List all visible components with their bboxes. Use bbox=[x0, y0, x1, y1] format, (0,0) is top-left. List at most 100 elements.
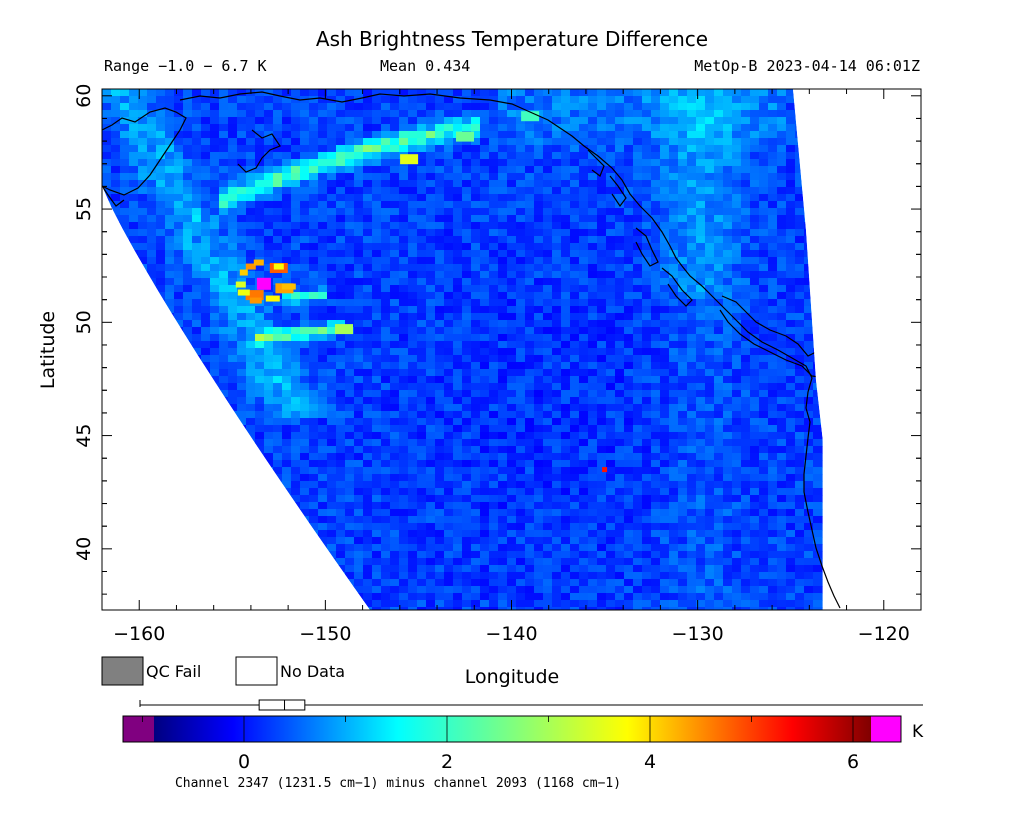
data-cell bbox=[507, 467, 517, 475]
data-cell bbox=[570, 187, 580, 195]
data-cell bbox=[669, 257, 679, 265]
data-cell bbox=[264, 201, 274, 209]
data-cell bbox=[570, 110, 580, 118]
data-cell bbox=[723, 369, 733, 377]
data-cell bbox=[498, 229, 508, 237]
data-cell bbox=[210, 334, 220, 342]
data-cell bbox=[255, 404, 265, 412]
data-cell bbox=[273, 327, 283, 335]
data-cell bbox=[732, 96, 742, 104]
data-cell bbox=[777, 131, 787, 139]
data-cell bbox=[750, 481, 760, 489]
data-cell bbox=[354, 285, 364, 293]
data-cell bbox=[678, 215, 688, 223]
data-cell bbox=[471, 257, 481, 265]
data-cell bbox=[516, 257, 526, 265]
data-cell bbox=[318, 131, 328, 139]
data-cell bbox=[462, 383, 472, 391]
data-cell bbox=[435, 145, 445, 153]
data-cell bbox=[228, 299, 238, 307]
data-cell bbox=[714, 208, 724, 216]
data-cell bbox=[282, 250, 292, 258]
data-cell bbox=[795, 341, 805, 349]
data-cell bbox=[471, 369, 481, 377]
data-cell bbox=[651, 292, 661, 300]
data-cell bbox=[669, 194, 679, 202]
data-cell bbox=[750, 418, 760, 426]
data-cell bbox=[750, 229, 760, 237]
data-cell bbox=[615, 117, 625, 125]
data-cell bbox=[651, 285, 661, 293]
data-cell bbox=[426, 152, 436, 160]
data-cell bbox=[471, 215, 481, 223]
data-cell bbox=[696, 222, 706, 230]
data-cell bbox=[408, 236, 418, 244]
data-cell bbox=[705, 516, 715, 524]
data-cell bbox=[687, 516, 697, 524]
data-cell bbox=[372, 299, 382, 307]
data-cell bbox=[408, 117, 418, 125]
data-cell bbox=[525, 376, 535, 384]
data-cell bbox=[489, 89, 499, 97]
data-cell bbox=[624, 166, 634, 174]
data-cell bbox=[399, 516, 409, 524]
data-cell bbox=[687, 467, 697, 475]
data-cell bbox=[354, 418, 364, 426]
data-cell bbox=[543, 432, 553, 440]
data-cell bbox=[714, 467, 724, 475]
data-cell bbox=[579, 187, 589, 195]
data-cell bbox=[759, 418, 769, 426]
data-cell bbox=[354, 411, 364, 419]
data-cell bbox=[552, 257, 562, 265]
data-cell bbox=[525, 341, 535, 349]
data-cell bbox=[435, 180, 445, 188]
data-cell bbox=[606, 117, 616, 125]
data-cell bbox=[246, 334, 256, 342]
data-cell bbox=[651, 159, 661, 167]
data-cell bbox=[588, 250, 598, 258]
data-cell bbox=[228, 285, 238, 293]
data-cell bbox=[354, 180, 364, 188]
data-cell bbox=[237, 418, 247, 426]
data-cell bbox=[804, 439, 814, 447]
data-cell bbox=[327, 152, 337, 160]
data-cell bbox=[498, 187, 508, 195]
data-cell bbox=[633, 166, 643, 174]
data-cell bbox=[525, 250, 535, 258]
data-cell bbox=[147, 229, 157, 237]
data-cell bbox=[210, 194, 220, 202]
data-cell bbox=[750, 509, 760, 517]
data-cell bbox=[768, 474, 778, 482]
data-cell bbox=[345, 418, 355, 426]
data-cell bbox=[336, 432, 346, 440]
data-cell bbox=[642, 138, 652, 146]
data-cell bbox=[318, 138, 328, 146]
data-cell bbox=[282, 278, 292, 286]
data-cell bbox=[561, 187, 571, 195]
data-cell bbox=[435, 187, 445, 195]
data-cell bbox=[156, 215, 166, 223]
data-cell bbox=[750, 215, 760, 223]
data-cell bbox=[615, 383, 625, 391]
data-cell bbox=[237, 334, 247, 342]
data-cell bbox=[669, 299, 679, 307]
data-cell bbox=[579, 355, 589, 363]
data-cell bbox=[291, 313, 301, 321]
data-cell bbox=[696, 313, 706, 321]
data-cell bbox=[255, 446, 265, 454]
data-cell bbox=[660, 390, 670, 398]
data-cell bbox=[552, 362, 562, 370]
data-cell bbox=[642, 194, 652, 202]
data-cell bbox=[372, 236, 382, 244]
data-cell bbox=[750, 516, 760, 524]
data-cell bbox=[480, 243, 490, 251]
data-cell bbox=[624, 320, 634, 328]
data-cell bbox=[462, 369, 472, 377]
data-cell bbox=[354, 201, 364, 209]
data-cell bbox=[489, 425, 499, 433]
data-cell bbox=[174, 145, 184, 153]
data-cell bbox=[714, 243, 724, 251]
data-cell bbox=[786, 341, 796, 349]
data-cell bbox=[282, 425, 292, 433]
data-cell bbox=[732, 376, 742, 384]
